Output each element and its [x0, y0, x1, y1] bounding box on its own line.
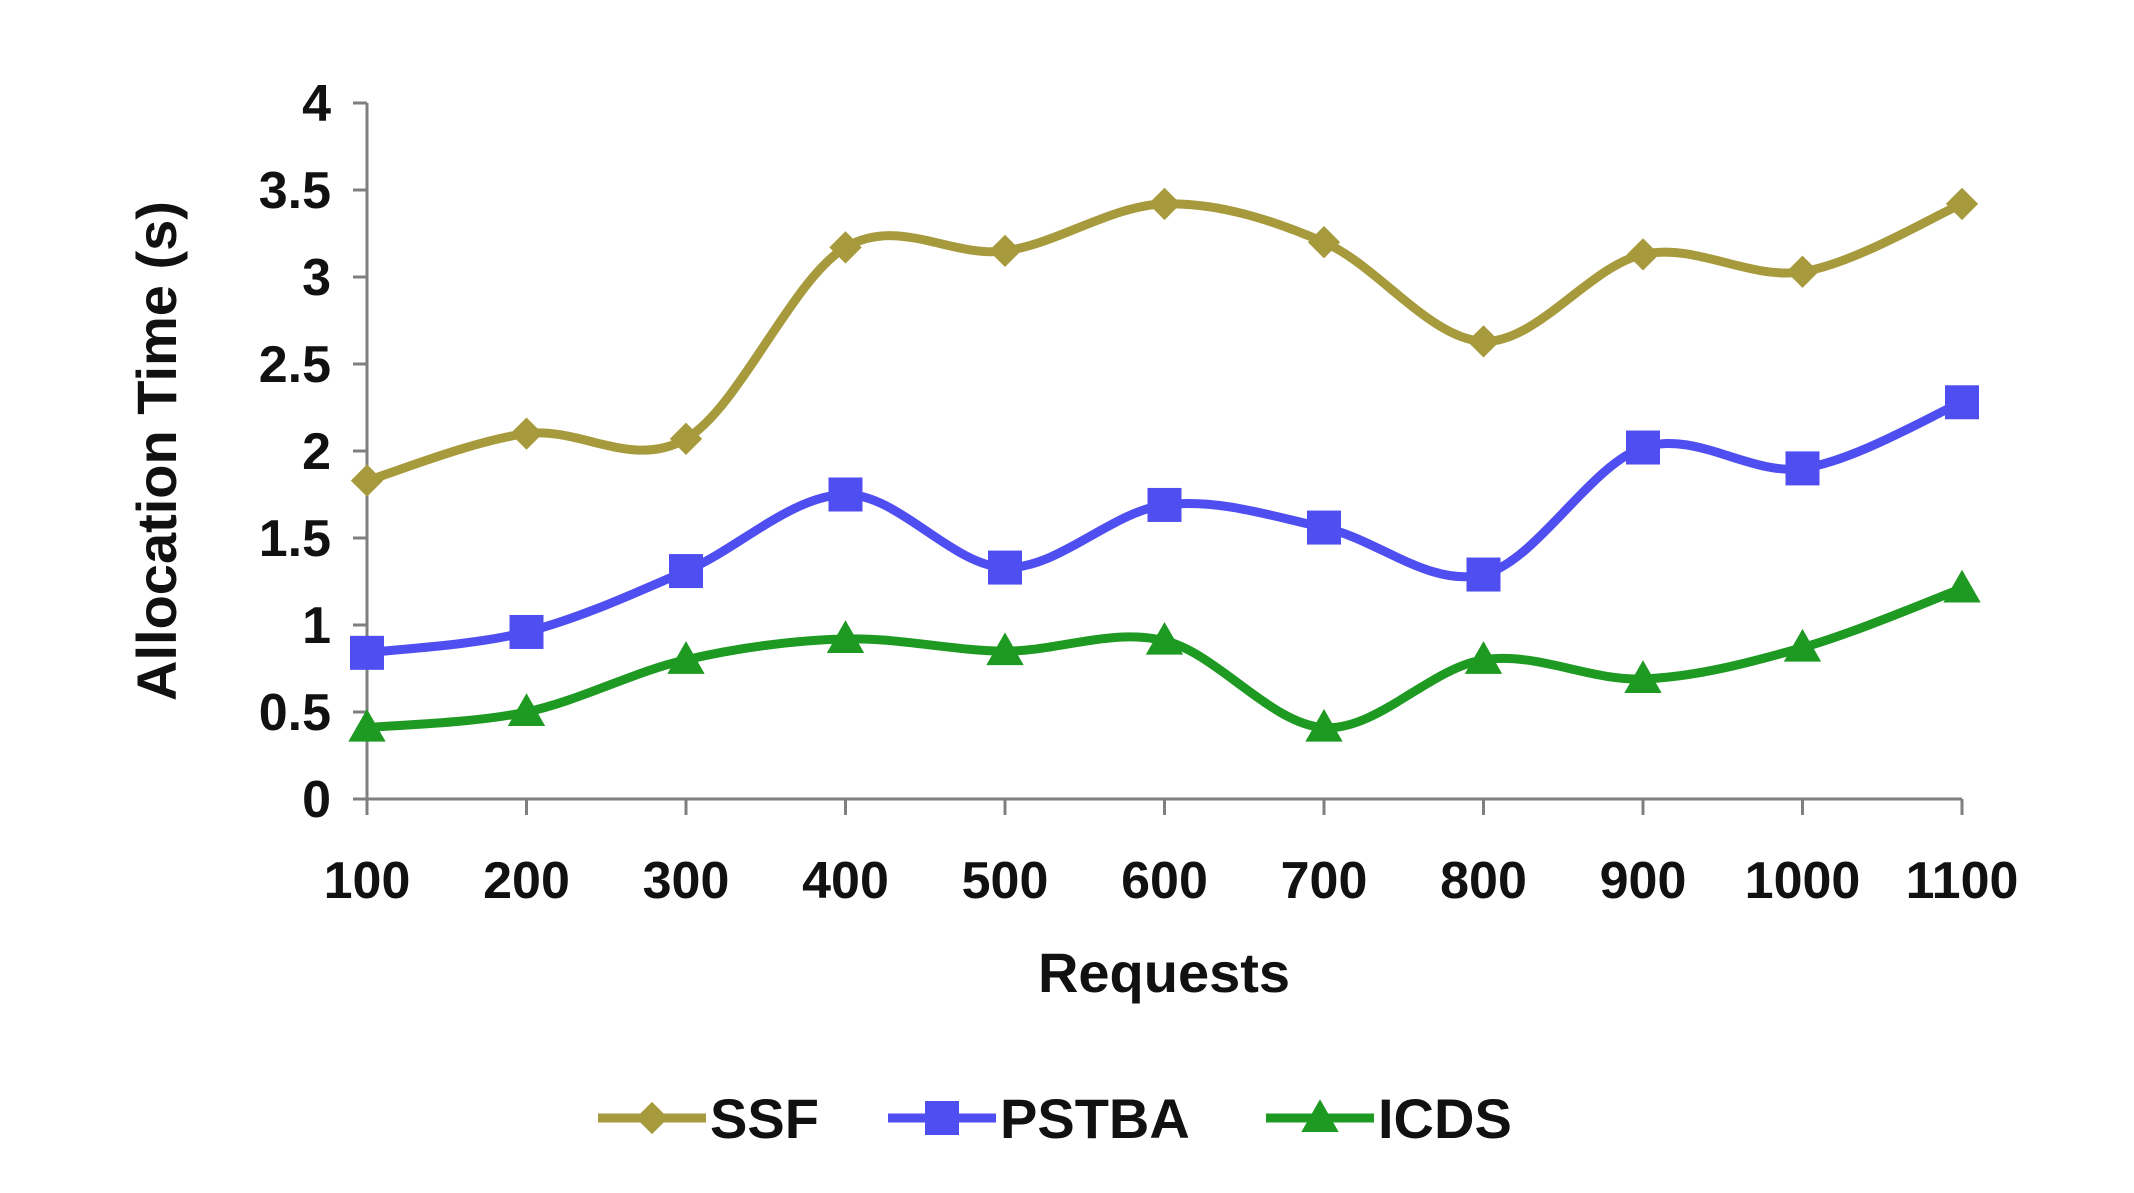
data-point-pstba	[509, 614, 544, 649]
data-point-icds	[1783, 628, 1822, 662]
data-point-ssf	[829, 231, 862, 264]
x-tick-label: 800	[1440, 852, 1527, 910]
data-point-pstba	[1466, 557, 1501, 592]
x-tick-label: 300	[643, 852, 730, 910]
x-tick-label: 500	[962, 852, 1049, 910]
y-tick-label: 1	[302, 597, 331, 655]
data-point-pstba	[669, 554, 703, 589]
x-tick-label: 200	[483, 852, 570, 910]
legend-swatch-marker	[925, 1101, 959, 1135]
data-point-pstba	[1945, 385, 1979, 420]
legend-item-ssf: SSF	[598, 1087, 819, 1150]
series-line-ssf	[362, 199, 1967, 486]
x-ticks: 100 200 300 400 500 600 700 800 900 1000 1100	[324, 799, 2019, 910]
data-point-icds	[1943, 569, 1981, 603]
y-ticks: 0 0.5 1 1.5 2 2.5 3 3.5 4	[259, 75, 367, 829]
legend-label: SSF	[710, 1087, 819, 1150]
x-tick-label: 1000	[1745, 852, 1861, 910]
data-point-pstba	[988, 550, 1022, 585]
x-tick-label: 100	[324, 852, 411, 910]
data-point-ssf	[1786, 255, 1819, 288]
data-point-ssf	[510, 417, 543, 450]
series-pstba	[350, 385, 1979, 670]
data-point-ssf	[1467, 325, 1500, 358]
y-tick-label: 2	[302, 423, 331, 481]
x-tick-label: 700	[1281, 852, 1368, 910]
y-tick-label: 4	[302, 75, 331, 133]
legend-label: PSTBA	[1000, 1087, 1190, 1150]
legend: SSF PSTBA ICDS	[598, 1087, 1512, 1150]
legend-label: ICDS	[1378, 1087, 1512, 1150]
data-point-ssf	[1626, 238, 1660, 271]
data-point-pstba	[1785, 451, 1820, 486]
series-ssf	[350, 187, 1979, 497]
x-tick-label: 400	[802, 852, 889, 910]
x-axis-title: Requests	[1038, 941, 1290, 1004]
data-point-pstba	[1307, 510, 1341, 545]
data-point-icds	[1464, 641, 1503, 674]
data-point-ssf	[1945, 187, 1979, 221]
data-point-pstba	[1626, 430, 1660, 465]
data-point-pstba	[828, 477, 863, 512]
y-tick-label: 0.5	[259, 684, 331, 742]
series-line-pstba	[362, 397, 1967, 658]
data-point-pstba	[1147, 487, 1182, 522]
data-point-icds	[507, 693, 546, 727]
x-tick-label: 600	[1121, 852, 1208, 910]
data-point-icds	[348, 708, 386, 742]
data-point-icds	[667, 641, 705, 674]
data-point-icds	[1145, 621, 1184, 655]
data-point-ssf	[988, 234, 1022, 268]
y-tick-label: 3.5	[259, 162, 331, 220]
data-point-icds	[1305, 708, 1343, 742]
x-tick-label: 900	[1600, 852, 1687, 910]
y-tick-label: 0	[302, 771, 331, 829]
legend-item-pstba: PSTBA	[888, 1087, 1190, 1150]
data-point-ssf	[1307, 226, 1341, 259]
y-tick-label: 1.5	[259, 510, 331, 568]
data-point-ssf	[669, 422, 703, 455]
y-tick-label: 2.5	[259, 336, 331, 394]
series	[348, 187, 1981, 742]
data-point-ssf	[1148, 187, 1181, 221]
legend-swatch-marker	[1301, 1099, 1339, 1133]
data-point-pstba	[350, 635, 384, 670]
data-point-icds	[986, 632, 1024, 666]
legend-swatch-marker	[635, 1101, 669, 1135]
y-tick-label: 3	[302, 249, 331, 307]
data-point-icds	[826, 620, 865, 653]
series-icds	[348, 569, 1981, 742]
legend-item-icds: ICDS	[1266, 1087, 1512, 1150]
data-point-ssf	[350, 464, 384, 497]
data-point-icds	[1624, 660, 1662, 693]
x-tick-label: 1100	[1906, 852, 2019, 910]
y-axis-title: Allocation Time (s)	[125, 201, 188, 701]
